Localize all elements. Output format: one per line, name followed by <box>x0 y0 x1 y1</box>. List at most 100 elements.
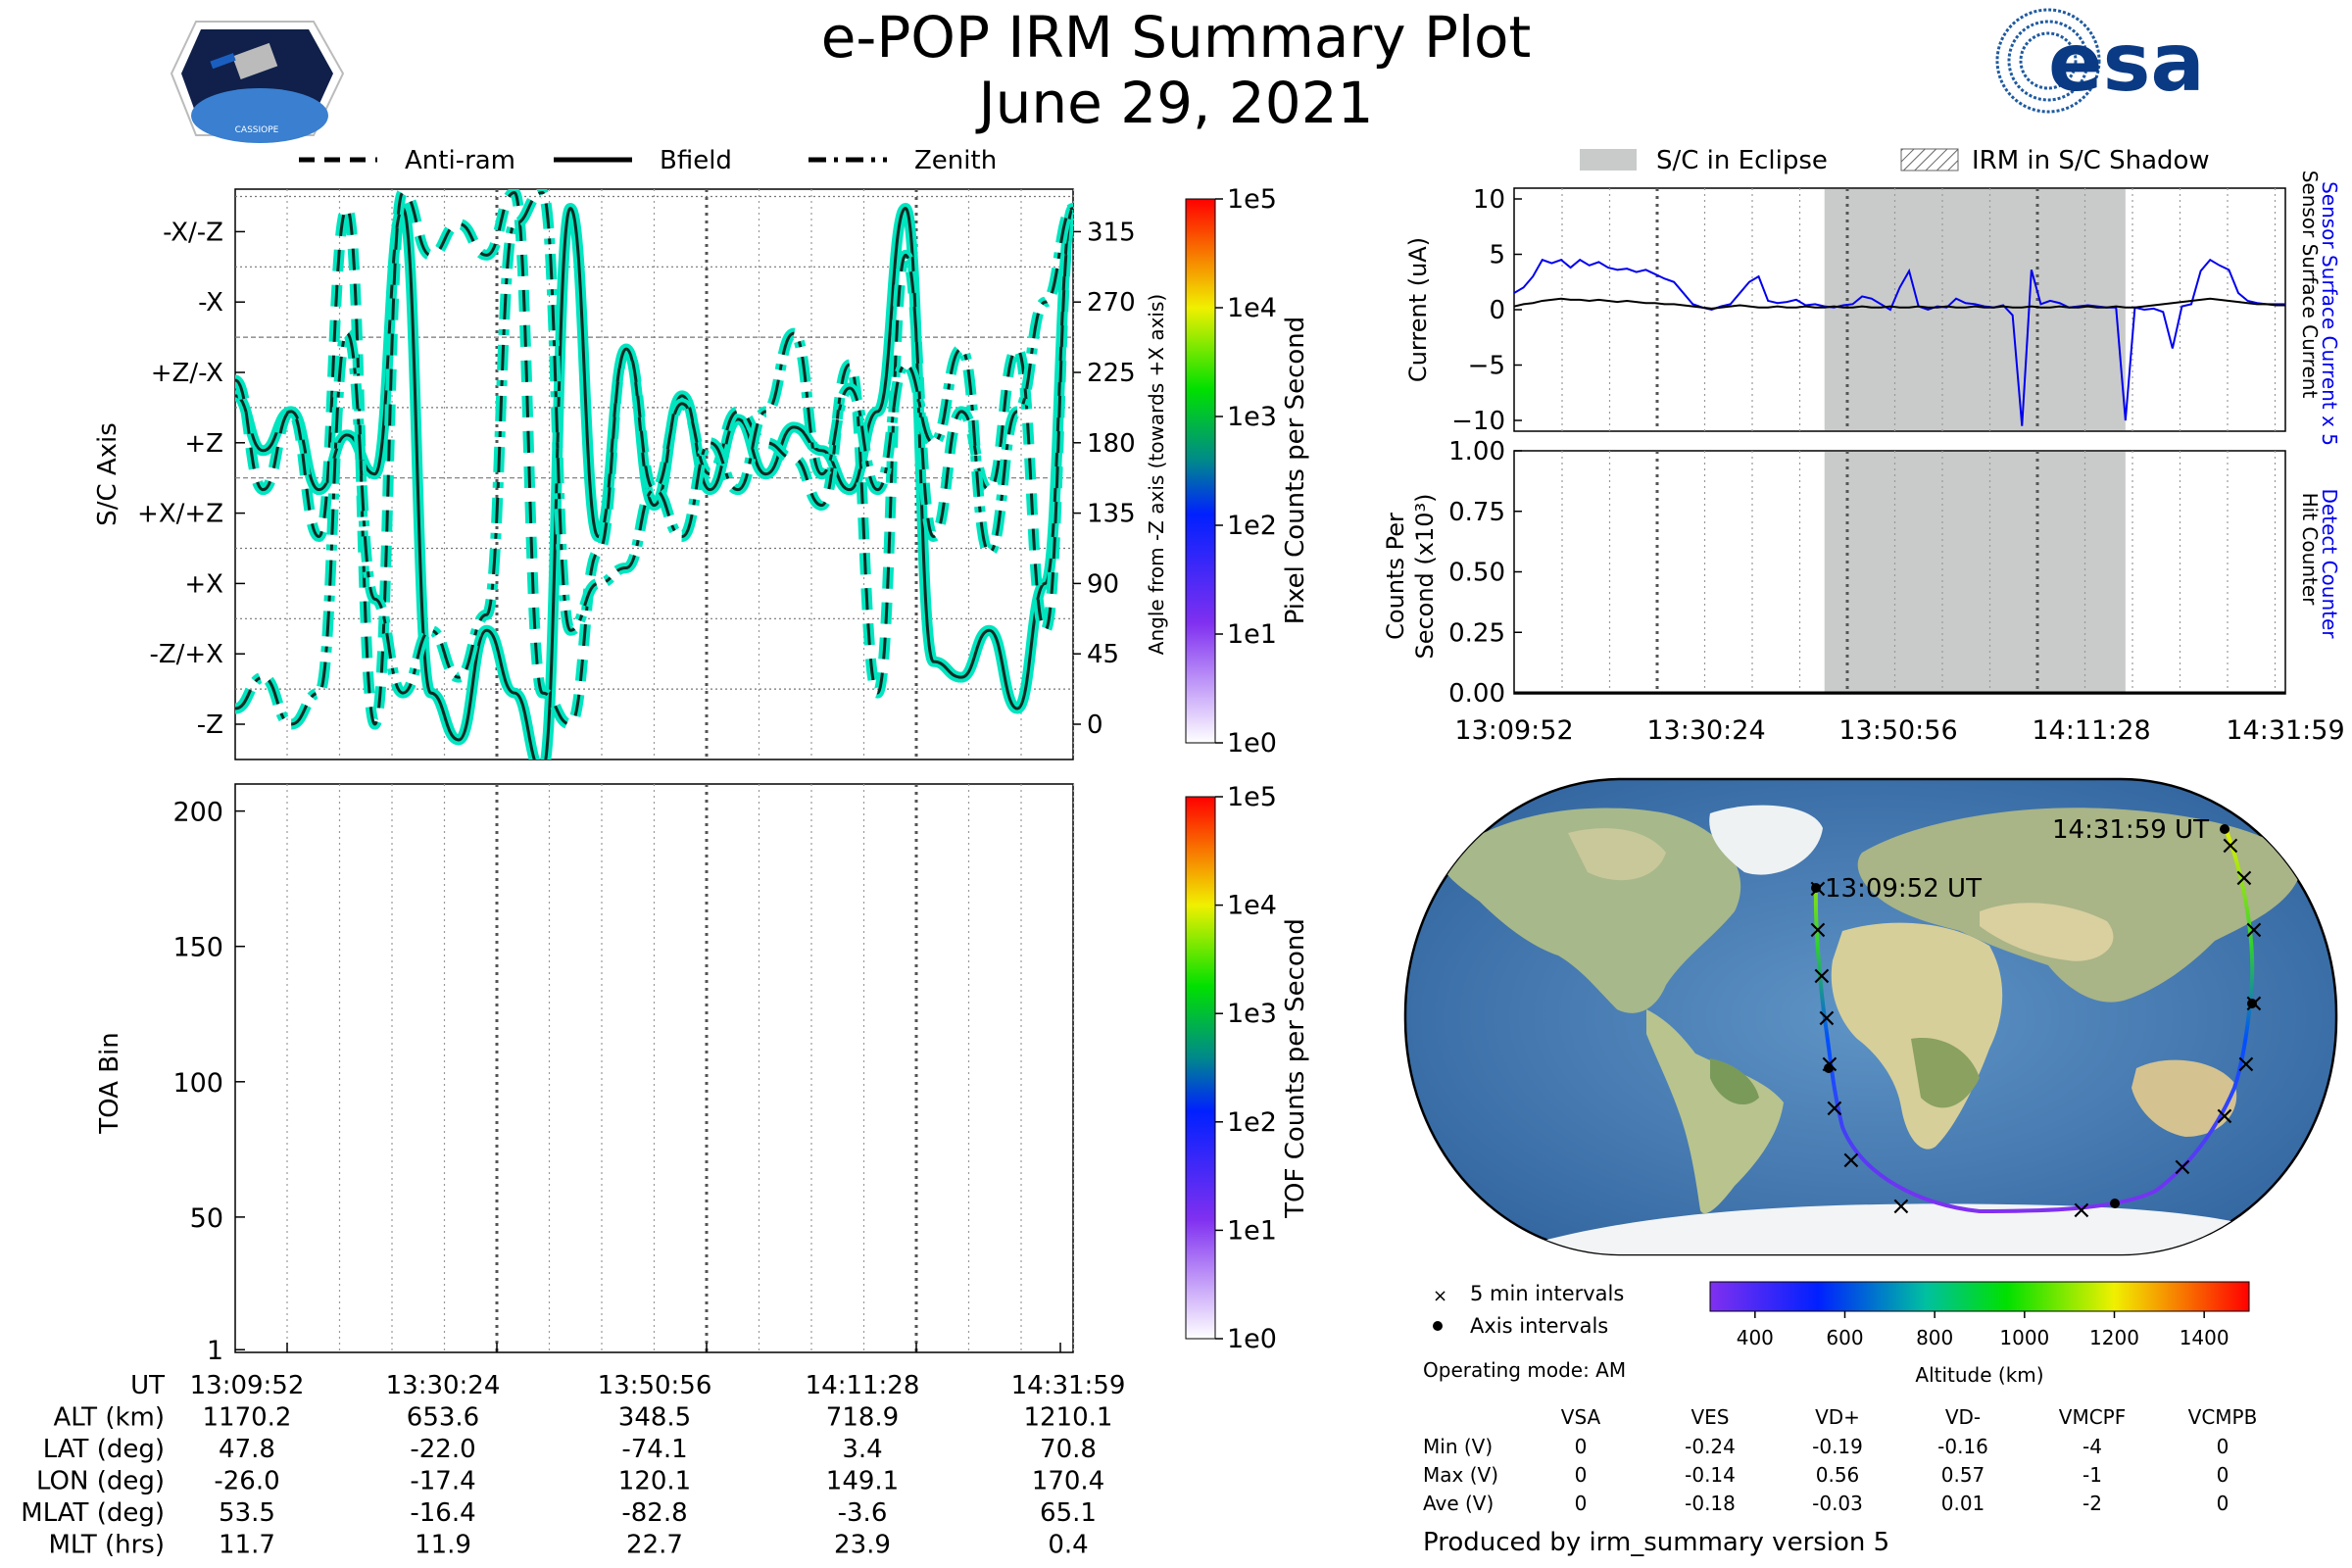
orbit-5min-marker-1: × <box>1807 915 1829 945</box>
angle-label-3: 180 <box>1087 429 1136 459</box>
ephem-cell-5-2: 22.7 <box>626 1531 683 1560</box>
orbit-5min-marker-8: × <box>2071 1196 2092 1225</box>
axis-left-ticks: -X/-Z -X +Z/-X +Z +X/+Z +X -Z/+X -Z <box>137 218 245 740</box>
ephem-cell-2-1: -22.0 <box>410 1435 475 1464</box>
toa-tick-label-3: 50 <box>190 1203 223 1234</box>
orbit-axis-marker-2 <box>2110 1199 2120 1208</box>
toa-tick-label-0: 200 <box>172 798 223 828</box>
ephem-cell-4-2: -82.8 <box>621 1498 687 1528</box>
ephem-cell-4-0: 53.5 <box>219 1498 275 1528</box>
volt-row-label-1: Max (V) <box>1423 1463 1498 1487</box>
current-ylabel: Current (uA) <box>1404 237 1432 382</box>
volt-cell-2-1: -0.18 <box>1685 1492 1736 1515</box>
volt-cell-1-3: 0.57 <box>1941 1463 1985 1487</box>
current-right-label-blue: Sensor Surface Current x 5 <box>2318 181 2341 446</box>
map-legend: × 5 min intervals Axis intervals Operati… <box>1423 1282 1626 1382</box>
orbit-5min-marker-11: × <box>2235 1050 2257 1079</box>
ephem-row-label-4: MLAT (deg) <box>21 1498 165 1528</box>
ephem-cell-0-0: 13:09:52 <box>190 1371 305 1400</box>
right-xtick-label-4: 14:31:59 <box>2226 715 2344 746</box>
volt-row-label-0: Min (V) <box>1423 1435 1493 1458</box>
volt-cell-1-5: 0 <box>2217 1463 2230 1487</box>
volt-cell-0-0: 0 <box>1575 1435 1588 1458</box>
track-start-label: 13:09:52 UT <box>1825 874 1982 904</box>
legend-axis: Axis intervals <box>1470 1314 1608 1338</box>
cur-tick-label-3: −5 <box>1468 352 1505 381</box>
badge-text: CASSIOPE <box>235 125 279 135</box>
volt-cell-0-2: -0.19 <box>1812 1435 1863 1458</box>
legend-eclipse-label: S/C in Eclipse <box>1656 146 1828 175</box>
tof-colorbar-ticks: 1e5 1e4 1e3 1e2 1e1 1e0 <box>1215 782 1277 1354</box>
ephem-cell-5-3: 23.9 <box>834 1531 891 1560</box>
orbit-axis-marker-3 <box>2247 999 2257 1008</box>
cnt-tick-label-1: 0.75 <box>1448 498 1505 527</box>
eclipse-legend: S/C in Eclipse IRM in S/C Shadow <box>1580 146 2210 175</box>
tof-colorbar-label: TOF Counts per Second <box>1281 918 1310 1219</box>
cur-tick-label-2: 0 <box>1489 296 1505 325</box>
tof-colorbar <box>1185 796 1216 1340</box>
ephem-row-label-1: ALT (km) <box>53 1403 165 1433</box>
volt-cell-1-2: 0.56 <box>1816 1463 1860 1487</box>
ephem-cell-3-3: 149.1 <box>826 1467 899 1496</box>
volt-cell-1-0: 0 <box>1575 1463 1588 1487</box>
volt-cell-1-4: -1 <box>2082 1463 2102 1487</box>
volt-cell-2-0: 0 <box>1575 1492 1588 1515</box>
esa-logo: esa <box>1995 8 2205 114</box>
ephem-row-label-3: LON (deg) <box>36 1467 165 1496</box>
current-ticks: 10 5 0 −5 −10 <box>1451 185 1522 436</box>
map-continents <box>1411 805 2313 1254</box>
ephem-cell-4-4: 65.1 <box>1040 1498 1097 1528</box>
orbit-5min-marker-14: × <box>2233 863 2255 893</box>
pixel-cbar-tick-label-2: 1e3 <box>1227 402 1277 432</box>
toa-panel-grid <box>286 784 1075 1352</box>
legend-shadow-label: IRM in S/C Shadow <box>1972 146 2210 175</box>
volt-cell-0-1: -0.24 <box>1685 1435 1736 1458</box>
ephem-cell-3-4: 170.4 <box>1032 1467 1104 1496</box>
volt-row-label-2: Ave (V) <box>1423 1492 1494 1515</box>
altitude-colorbar-ticks: 400 600 800 1000 1200 1400 <box>1737 1311 2230 1349</box>
orbit-5min-marker-5: × <box>1824 1094 1845 1123</box>
ephem-cell-0-3: 14:11:28 <box>806 1371 920 1400</box>
operating-mode: Operating mode: AM <box>1423 1358 1626 1382</box>
ephem-cell-0-4: 14:31:59 <box>1011 1371 1126 1400</box>
cur-tick-label-1: 5 <box>1489 241 1505 270</box>
ephem-cell-1-2: 348.5 <box>618 1403 691 1433</box>
cnt-tick-label-0: 1.00 <box>1448 437 1505 466</box>
angle-label-1: 270 <box>1087 288 1136 318</box>
volt-cell-0-3: -0.16 <box>1937 1435 1988 1458</box>
right-xtick-label-2: 13:50:56 <box>1838 715 1957 746</box>
pixel-cbar-tick-label-0: 1e5 <box>1227 184 1277 215</box>
orbit-5min-marker-2: × <box>1811 961 1833 991</box>
axis-right-ticks: 315 270 225 180 135 90 45 0 <box>1073 218 1136 740</box>
legend-dot-marker <box>1433 1321 1443 1331</box>
legend-5min: 5 min intervals <box>1470 1282 1624 1305</box>
right-xtick-label-3: 14:11:28 <box>2032 715 2150 746</box>
counts-right-label-blue: Detect Counter <box>2318 489 2341 640</box>
angle-label-2: 225 <box>1087 359 1136 388</box>
orbit-5min-marker-6: × <box>1840 1146 1862 1175</box>
pixel-cbar-tick-label-5: 1e0 <box>1227 728 1277 759</box>
volt-col-0: VSA <box>1561 1405 1601 1429</box>
cnt-tick-label-2: 0.50 <box>1448 559 1505 588</box>
cur-tick-label-4: −10 <box>1451 407 1505 436</box>
orbit-axis-marker-1 <box>1824 1063 1834 1073</box>
counts-ticks: 1.00 0.75 0.50 0.25 0.00 <box>1448 437 1522 709</box>
angle-label-4: 135 <box>1087 500 1136 529</box>
volt-cell-2-4: -2 <box>2082 1492 2102 1515</box>
alt-tick-label-4: 1200 <box>2089 1326 2139 1349</box>
volt-col-2: VD+ <box>1815 1405 1860 1429</box>
footer-text: Produced by irm_summary version 5 <box>1423 1528 1889 1557</box>
ephem-cell-0-2: 13:50:56 <box>598 1371 712 1400</box>
volt-col-4: VMCPF <box>2059 1405 2126 1429</box>
figure-title: e-POP IRM Summary Plot <box>821 4 1532 71</box>
orbit-5min-marker-13: × <box>2243 915 2265 945</box>
alt-tick-label-0: 400 <box>1737 1326 1774 1349</box>
alt-tick-label-3: 1000 <box>1999 1326 2049 1349</box>
axis-label-2: +Z/-X <box>151 359 223 388</box>
eclipse-band-counts <box>1824 452 2126 693</box>
legend-x-marker: × <box>1433 1286 1447 1306</box>
ground-track-map: ×××××××××××××××× 13:09:52 UT 14:31:59 UT <box>1403 777 2338 1256</box>
axis-ylabel: S/C Axis <box>93 422 122 526</box>
tof-cbar-tick-label-1: 1e4 <box>1227 891 1277 921</box>
ephem-cell-1-1: 653.6 <box>407 1403 479 1433</box>
